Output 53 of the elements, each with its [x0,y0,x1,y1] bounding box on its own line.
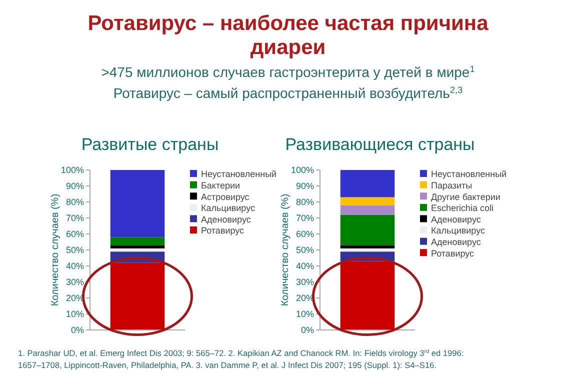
legend-label: Неустановленный [431,169,507,180]
legend-label: Аденовирус [431,214,482,224]
bar [340,170,395,198]
legend-label: Неустановленный [201,169,277,180]
y-tick-label: 40% [296,261,314,272]
y-tick-label: 50% [66,245,84,256]
y-tick-label: 80% [296,197,314,208]
bar [340,205,395,215]
bar [110,245,165,248]
y-tick-label: 70% [296,213,314,224]
y-tick-label: 90% [296,181,314,192]
y-tick-label: 80% [66,197,84,208]
bar [340,197,395,206]
text: >475 миллионов случаев гастроэнтерита у детей в мире$^{1}$ Ротавирус – самый распространенный возбудитель$^{2,3}$ [101,64,475,101]
bar [340,248,395,252]
y-tick-label: 0% [300,325,314,336]
legend-label: Бактерии [201,180,240,190]
legend-label: Ротавирус [201,226,245,236]
y-tick-label: 60% [296,229,314,240]
y-tick-label: 100% [60,165,84,176]
y-tick-label: 60% [66,229,84,240]
chart-title: Развитые страны [81,135,219,154]
legend-label: Escherichia coli [431,203,494,214]
bar [110,170,165,238]
y-tick-label: 30% [296,277,314,288]
bar [110,248,165,252]
y-axis-title: Количество случаев (%) [50,194,61,306]
y-tick-label: 30% [66,277,84,288]
y-tick-label: 100% [290,165,314,176]
text: Ротавирус – наиболее частая причина диареи [88,12,489,59]
legend-label: Паразиты [431,180,472,190]
y-tick-label: 0% [70,325,84,336]
legend-label: Астровирус [201,192,250,202]
legend-label: Аденовирус [201,214,252,224]
y-tick-label: 10% [66,309,84,320]
y-tick-label: 70% [66,213,84,224]
bar [340,261,395,330]
legend-label: Кальцивирус [431,226,486,236]
y-tick-label: 10% [296,309,314,320]
bar [340,214,395,246]
bar [110,262,165,330]
legend-label: Ротавирус [431,248,475,258]
legend-label: Кальцивирус [201,203,256,214]
legend-label: Другие бактерии [431,192,500,202]
bar [110,237,165,246]
y-axis-title: Количество случаев (%) [280,194,291,306]
legend-label: Аденовирус [431,236,482,247]
y-tick-label: 40% [66,261,84,272]
chart-title: Развивающиеся страны [285,135,475,154]
y-tick-label: 50% [296,245,314,256]
bar [340,245,395,248]
y-tick-label: 90% [66,181,84,192]
text: 1. Parashar UD, et al. Emerg Infect Dis 2003; 9: 565–72. 2. Kapikian AZ and Chanock RM. In: Fields virology 3$^{rd}$ ed 1996: 1657–1708, Lippincott-Raven, Philadelphia, PA. 3. van Damme P, et al. J Infect Dis 2007; 195 (Suppl. 1): S4–S16. [18,348,464,370]
